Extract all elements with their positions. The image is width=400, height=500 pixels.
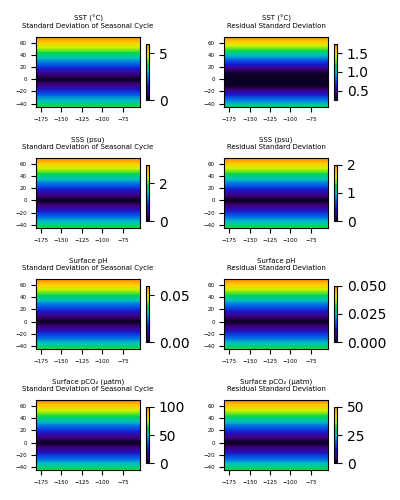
Title: SST (°C)
Standard Deviation of Seasonal Cycle: SST (°C) Standard Deviation of Seasonal …	[22, 15, 154, 29]
Title: Surface pH
Standard Deviation of Seasonal Cycle: Surface pH Standard Deviation of Seasona…	[22, 258, 154, 272]
Title: SSS (psu)
Standard Deviation of Seasonal Cycle: SSS (psu) Standard Deviation of Seasonal…	[22, 137, 154, 150]
Title: SSS (psu)
Residual Standard Deviation: SSS (psu) Residual Standard Deviation	[227, 137, 326, 150]
Title: Surface pH
Residual Standard Deviation: Surface pH Residual Standard Deviation	[227, 258, 326, 272]
Title: Surface pCO₂ (μatm)
Residual Standard Deviation: Surface pCO₂ (μatm) Residual Standard De…	[227, 379, 326, 392]
Title: SST (°C)
Residual Standard Deviation: SST (°C) Residual Standard Deviation	[227, 15, 326, 29]
Title: Surface pCO₂ (μatm)
Standard Deviation of Seasonal Cycle: Surface pCO₂ (μatm) Standard Deviation o…	[22, 379, 154, 392]
